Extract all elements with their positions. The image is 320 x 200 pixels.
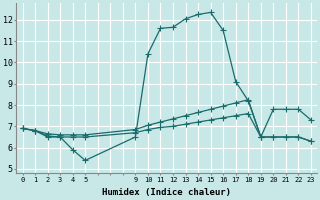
X-axis label: Humidex (Indice chaleur): Humidex (Indice chaleur) <box>102 188 231 197</box>
